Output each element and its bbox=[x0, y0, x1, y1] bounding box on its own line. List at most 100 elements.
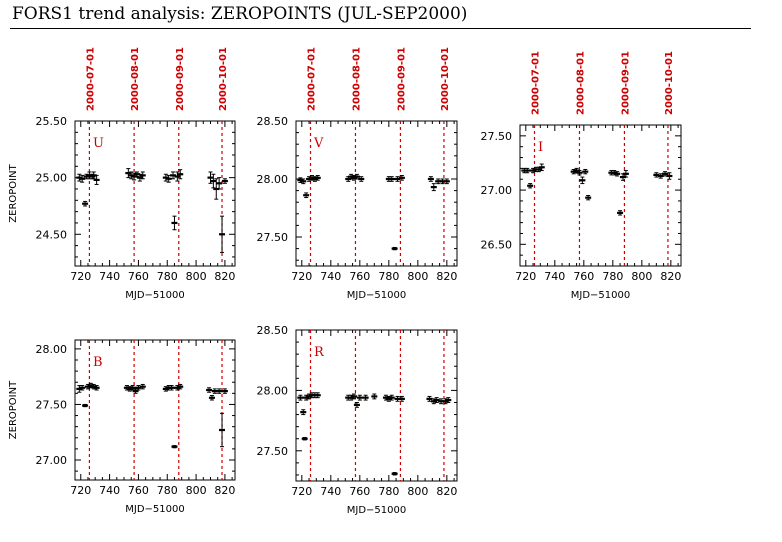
title-rule bbox=[10, 28, 751, 29]
x-tick-label: 720 bbox=[70, 484, 91, 497]
x-tick-label: 820 bbox=[436, 270, 457, 283]
data-point bbox=[382, 394, 389, 401]
data-point bbox=[398, 395, 405, 402]
y-tick-label: 27.50 bbox=[257, 445, 289, 458]
data-point bbox=[208, 395, 215, 401]
data-point bbox=[135, 385, 142, 391]
data-point bbox=[388, 176, 395, 182]
date-marker-label: 2000-09-01 bbox=[396, 47, 407, 111]
x-tick-label: 760 bbox=[349, 270, 370, 283]
data-point bbox=[162, 386, 169, 392]
data-point bbox=[362, 394, 369, 401]
data-point bbox=[579, 176, 586, 185]
data-point bbox=[657, 173, 664, 179]
data-point bbox=[93, 385, 100, 391]
data-point bbox=[210, 173, 217, 189]
x-tick-label: 780 bbox=[157, 484, 178, 497]
date-marker-label: 2000-07-01 bbox=[531, 51, 542, 115]
data-point bbox=[177, 383, 184, 390]
data-point bbox=[168, 385, 175, 391]
band-label: V bbox=[313, 136, 324, 151]
y-tick-label: 24.50 bbox=[36, 228, 68, 241]
data-point bbox=[314, 392, 321, 399]
data-point bbox=[398, 175, 405, 181]
data-point bbox=[177, 169, 184, 180]
x-tick-label: 800 bbox=[407, 270, 428, 283]
x-tick-label: 740 bbox=[320, 270, 341, 283]
data-point bbox=[170, 171, 177, 180]
x-axis-label: MJD−51000 bbox=[125, 290, 184, 301]
y-tick-label: 25.00 bbox=[36, 172, 68, 185]
x-axis-label: MJD−51000 bbox=[571, 290, 630, 301]
data-point bbox=[303, 192, 310, 199]
x-tick-label: 780 bbox=[378, 270, 399, 283]
data-point bbox=[79, 385, 86, 391]
data-point bbox=[82, 200, 89, 207]
x-tick-label: 760 bbox=[128, 484, 149, 497]
date-marker-label: 2000-09-01 bbox=[620, 51, 631, 115]
x-tick-label: 720 bbox=[291, 270, 312, 283]
y-tick-label: 27.50 bbox=[257, 231, 289, 244]
y-axis-label: ZEROPOINT bbox=[8, 380, 19, 439]
x-tick-label: 740 bbox=[320, 485, 341, 498]
data-point bbox=[162, 173, 169, 182]
y-tick-label: 28.00 bbox=[257, 384, 289, 397]
data-point bbox=[391, 472, 398, 476]
data-point bbox=[300, 409, 307, 416]
plot-frame bbox=[74, 339, 236, 481]
data-point bbox=[76, 385, 83, 393]
y-tick-label: 28.50 bbox=[257, 324, 289, 337]
data-point bbox=[216, 177, 223, 190]
data-point bbox=[79, 174, 86, 183]
data-point bbox=[171, 445, 178, 449]
date-marker-label: 2000-08-01 bbox=[575, 51, 586, 115]
x-tick-label: 800 bbox=[186, 270, 207, 283]
data-point bbox=[614, 171, 621, 177]
data-point bbox=[433, 397, 440, 403]
data-point bbox=[171, 215, 178, 231]
x-tick-label: 740 bbox=[99, 270, 120, 283]
data-point bbox=[527, 183, 534, 189]
x-axis-label: MJD−51000 bbox=[347, 290, 406, 301]
chart-panel-u: 720 740 760 780 800 820 24.50 25.00 25.50 MJD−510… bbox=[8, 47, 236, 301]
data-point bbox=[314, 175, 321, 181]
date-marker-label: 2000-10-01 bbox=[664, 51, 675, 115]
x-tick-label: 760 bbox=[128, 270, 149, 283]
data-point bbox=[306, 176, 313, 182]
data-point bbox=[662, 171, 669, 177]
data-point bbox=[427, 176, 434, 182]
page-title: FORS1 trend analysis: ZEROPOINTS (JUL-SE… bbox=[12, 4, 468, 24]
data-point bbox=[371, 393, 378, 400]
chart-panel-b: 720 740 760 780 800 820 27.00 27.50 28.00 MJD−510… bbox=[8, 339, 236, 515]
data-point bbox=[426, 395, 433, 402]
x-tick-label: 780 bbox=[157, 270, 178, 283]
y-axis-label: ZEROPOINT bbox=[8, 163, 19, 222]
data-point bbox=[445, 397, 452, 403]
x-tick-label: 720 bbox=[291, 485, 312, 498]
data-point bbox=[351, 393, 358, 400]
data-point bbox=[585, 195, 592, 201]
data-point bbox=[128, 171, 135, 180]
y-tick-label: 28.50 bbox=[257, 115, 289, 128]
data-point bbox=[93, 174, 100, 185]
x-tick-label: 760 bbox=[573, 270, 594, 283]
x-tick-label: 800 bbox=[186, 484, 207, 497]
chart-panel-v: 720 740 760 780 800 820 27.50 28.00 28.50 MJD−510… bbox=[257, 47, 458, 301]
data-point bbox=[358, 176, 365, 182]
data-point bbox=[666, 172, 673, 180]
date-marker-label: 2000-09-01 bbox=[175, 47, 186, 111]
band-label: B bbox=[93, 355, 103, 370]
data-point bbox=[300, 178, 307, 185]
band-label: I bbox=[538, 140, 543, 155]
x-axis-label: MJD−51000 bbox=[347, 505, 406, 516]
y-tick-label: 27.50 bbox=[481, 130, 513, 143]
band-label: R bbox=[314, 345, 325, 360]
data-point bbox=[391, 246, 398, 251]
data-point bbox=[538, 163, 545, 172]
band-label: U bbox=[93, 136, 104, 151]
x-tick-label: 800 bbox=[631, 270, 652, 283]
y-tick-label: 25.50 bbox=[36, 115, 68, 128]
data-point bbox=[348, 173, 355, 180]
data-point bbox=[622, 170, 629, 178]
